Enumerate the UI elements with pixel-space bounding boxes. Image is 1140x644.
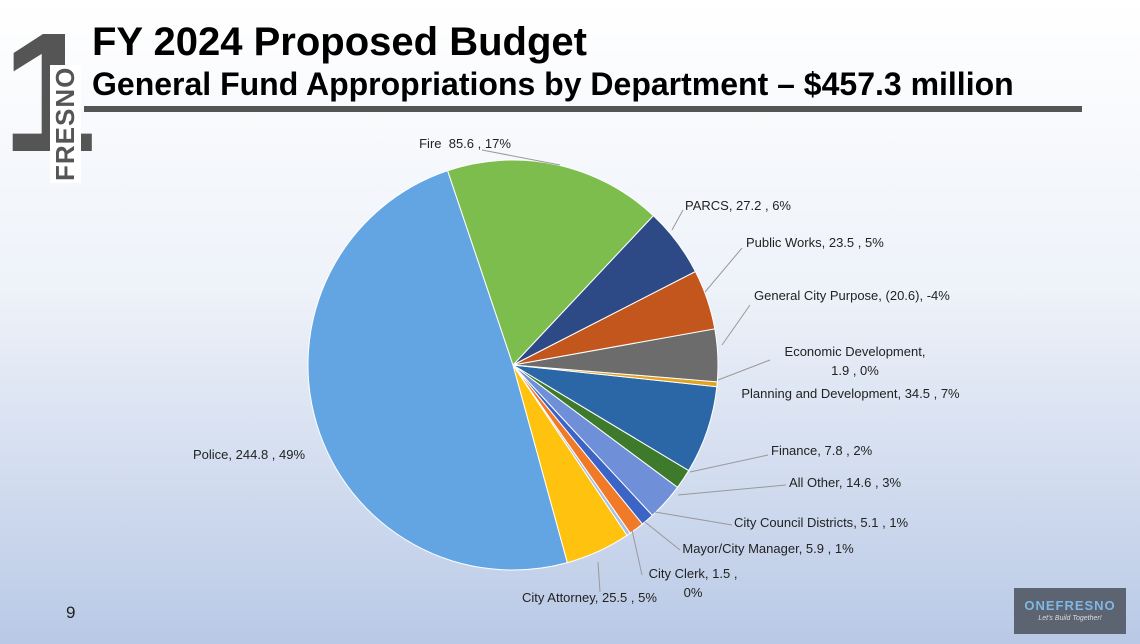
category-name: Economic Development <box>784 344 922 359</box>
data-label: Finance, 7.8 , 2% <box>771 441 971 460</box>
leader-lines <box>481 149 787 593</box>
data-label: Economic Development, 1.9 , 0% <box>775 342 935 380</box>
data-label: All Other, 14.6 , 3% <box>789 473 989 492</box>
value-label: , 34.5 , 7% <box>897 386 960 401</box>
value-label: , 1.5 , 0% <box>683 566 742 600</box>
data-label: City Council Districts, 5.1 , 1% <box>734 513 954 532</box>
data-label: Fire 85.6 , 17% <box>400 134 530 153</box>
logo: 1 FRESNO <box>2 8 97 186</box>
category-name: City Council Districts <box>734 515 854 530</box>
data-label: General City Purpose, (20.6), -4% <box>754 286 994 305</box>
data-label: Police, 244.8 , 49% <box>193 445 323 464</box>
category-name: Finance <box>771 443 818 458</box>
category-name: Planning and Development <box>741 386 898 401</box>
value-label: , 5.9 , 1% <box>798 541 854 556</box>
value-label: , 14.6 , 3% <box>838 475 902 490</box>
page-number: 9 <box>66 603 76 622</box>
footer-logo: ONEFRESNO Let's Build Together! <box>1014 588 1126 634</box>
category-name: City Clerk <box>648 566 705 581</box>
value-label: , 244.8 , 49% <box>228 447 306 462</box>
value-label: , 1.9 , 0% <box>831 344 930 378</box>
title-underline <box>84 106 1082 112</box>
data-label: Planning and Development, 34.5 , 7% <box>738 384 963 403</box>
value-label: , 5.1 , 1% <box>853 515 909 530</box>
category-name: General City Purpose <box>754 288 879 303</box>
data-label: City Attorney, 25.5 , 5% <box>522 588 722 607</box>
category-name: PARCS <box>685 198 729 213</box>
data-label: PARCS, 27.2 , 6% <box>685 196 885 215</box>
value-label: , 23.5 , 5% <box>821 235 884 250</box>
value-label: , 7.8 , 2% <box>817 443 873 458</box>
footer-logo-text: ONEFRESNO <box>1024 598 1116 613</box>
value-label: , 25.5 , 5% <box>594 590 657 605</box>
pie-slice <box>307 170 569 571</box>
category-name: City Attorney <box>522 590 595 605</box>
category-name: Mayor/City Manager <box>682 541 799 556</box>
category-name: Public Works <box>746 235 822 250</box>
value-label: 85.6 , 17% <box>441 136 511 151</box>
value-label: , (20.6), -4% <box>878 288 950 303</box>
data-label: Public Works, 23.5 , 5% <box>746 233 946 252</box>
footer-logo-tagline: Let's Build Together! <box>1038 615 1102 622</box>
category-name: All Other <box>789 475 839 490</box>
category-name: Police <box>193 447 229 462</box>
chart-title: FY 2024 Proposed Budget <box>92 20 587 64</box>
data-label: City Clerk, 1.5 , 0% <box>638 564 748 602</box>
category-name: Fire <box>419 136 442 151</box>
chart-subtitle: General Fund Appropriations by Departmen… <box>92 66 1014 102</box>
data-label: Mayor/City Manager, 5.9 , 1% <box>678 539 858 558</box>
value-label: , 27.2 , 6% <box>728 198 791 213</box>
